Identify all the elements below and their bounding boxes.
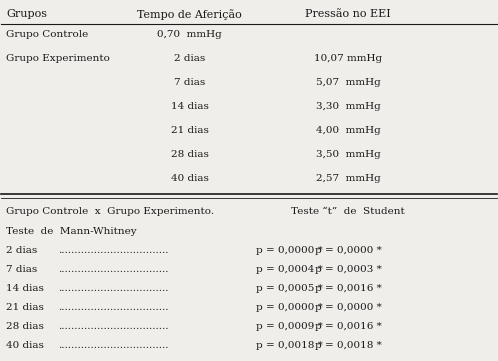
Text: 2,57  mmHg: 2,57 mmHg xyxy=(316,174,380,183)
Text: 28 dias: 28 dias xyxy=(6,322,44,331)
Text: 14 dias: 14 dias xyxy=(6,284,44,293)
Text: ..................................: .................................. xyxy=(58,303,169,312)
Text: Teste  de  Mann-Whitney: Teste de Mann-Whitney xyxy=(6,227,137,236)
Text: p = 0,0000 *: p = 0,0000 * xyxy=(256,303,323,312)
Text: 2 dias: 2 dias xyxy=(174,55,205,64)
Text: p = 0,0004 *: p = 0,0004 * xyxy=(256,265,323,274)
Text: 3,50  mmHg: 3,50 mmHg xyxy=(316,150,380,159)
Text: Grupo Experimento: Grupo Experimento xyxy=(6,55,110,64)
Text: p = 0,0000 *: p = 0,0000 * xyxy=(315,246,381,255)
Text: 10,07 mmHg: 10,07 mmHg xyxy=(314,55,382,64)
Text: p = 0,0016 *: p = 0,0016 * xyxy=(315,284,381,293)
Text: p = 0,0009 *: p = 0,0009 * xyxy=(256,322,323,331)
Text: 7 dias: 7 dias xyxy=(174,78,205,87)
Text: ..................................: .................................. xyxy=(58,322,169,331)
Text: p = 0,0018 *: p = 0,0018 * xyxy=(315,342,381,351)
Text: 0,70  mmHg: 0,70 mmHg xyxy=(157,30,222,39)
Text: Pressão no EEI: Pressão no EEI xyxy=(305,9,391,19)
Text: p = 0,0016 *: p = 0,0016 * xyxy=(315,322,381,331)
Text: 40 dias: 40 dias xyxy=(6,342,44,351)
Text: ..................................: .................................. xyxy=(58,246,169,255)
Text: Grupo Controle  x  Grupo Experimento.: Grupo Controle x Grupo Experimento. xyxy=(6,208,215,217)
Text: p = 0,0018 *: p = 0,0018 * xyxy=(256,342,323,351)
Text: Teste “t”  de  Student: Teste “t” de Student xyxy=(291,208,405,217)
Text: ..................................: .................................. xyxy=(58,265,169,274)
Text: p = 0,0003 *: p = 0,0003 * xyxy=(315,265,381,274)
Text: p = 0,0000 *: p = 0,0000 * xyxy=(315,303,381,312)
Text: Grupos: Grupos xyxy=(6,9,47,19)
Text: 5,07  mmHg: 5,07 mmHg xyxy=(316,78,380,87)
Text: 3,30  mmHg: 3,30 mmHg xyxy=(316,102,380,111)
Text: 21 dias: 21 dias xyxy=(6,303,44,312)
Text: Tempo de Aferição: Tempo de Aferição xyxy=(137,9,242,20)
Text: ..................................: .................................. xyxy=(58,284,169,293)
Text: 40 dias: 40 dias xyxy=(171,174,209,183)
Text: 4,00  mmHg: 4,00 mmHg xyxy=(316,126,380,135)
Text: ..................................: .................................. xyxy=(58,342,169,351)
Text: 28 dias: 28 dias xyxy=(171,150,209,159)
Text: p = 0,0000 *: p = 0,0000 * xyxy=(256,246,323,255)
Text: 21 dias: 21 dias xyxy=(171,126,209,135)
Text: 7 dias: 7 dias xyxy=(6,265,37,274)
Text: p = 0,0005 *: p = 0,0005 * xyxy=(256,284,323,293)
Text: 2 dias: 2 dias xyxy=(6,246,37,255)
Text: Grupo Controle: Grupo Controle xyxy=(6,30,89,39)
Text: 14 dias: 14 dias xyxy=(171,102,209,111)
